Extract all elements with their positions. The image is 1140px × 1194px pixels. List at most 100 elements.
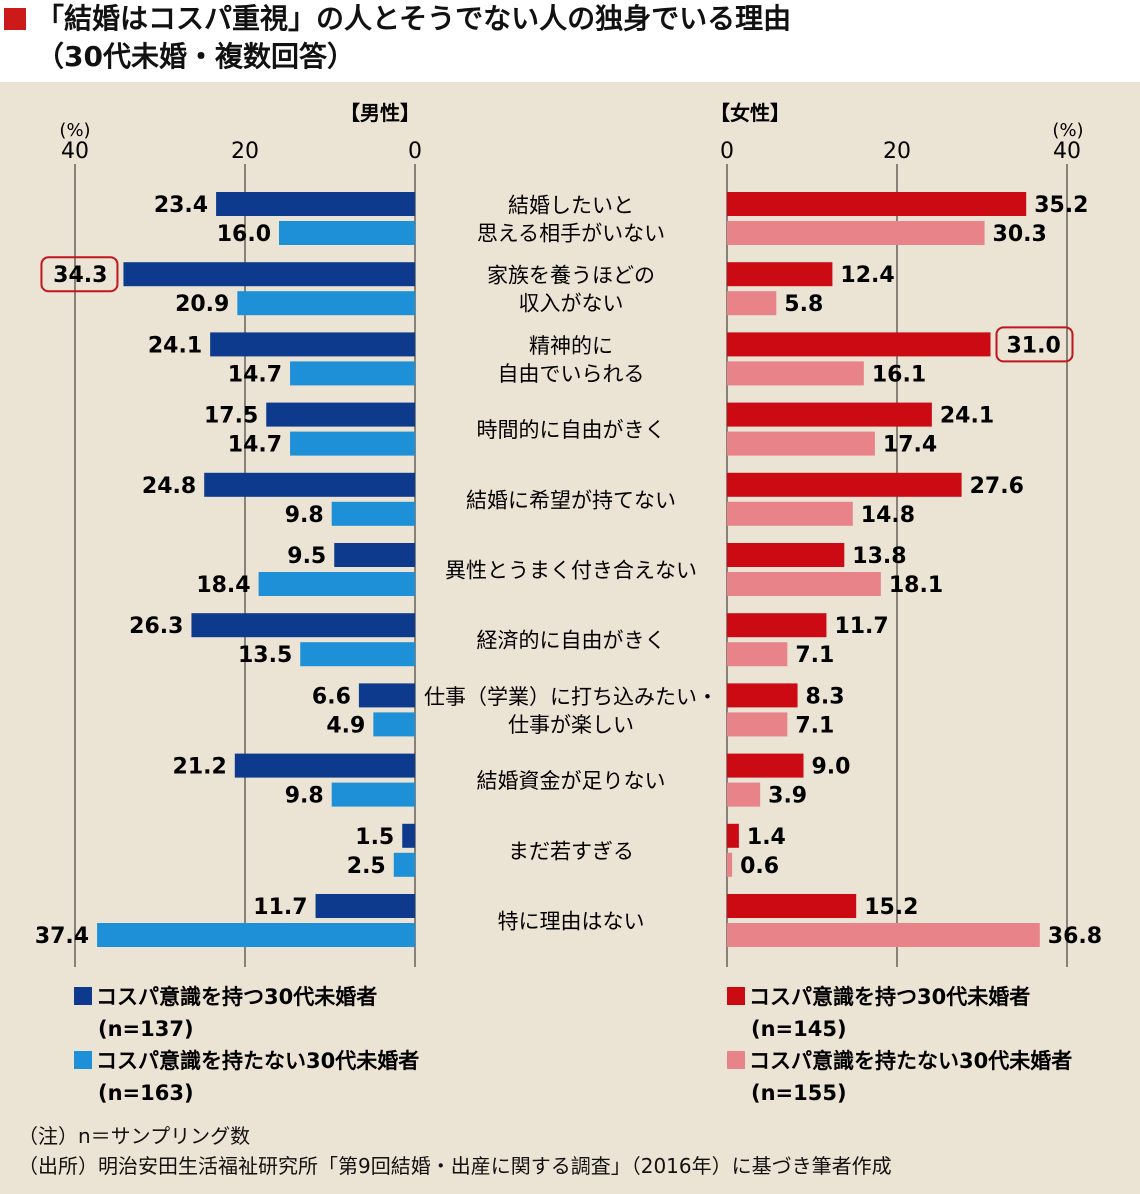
female-value-label: 27.6 [970, 474, 1024, 499]
male-value-label: 17.5 [204, 404, 258, 429]
source-text: （出所）明治安田生活福祉研究所「第9回結婚・出産に関する調査」（2016年）に基… [18, 1154, 892, 1178]
female-highlight-box [995, 326, 1074, 363]
female-bar [727, 472, 962, 497]
male-value-label: 11.7 [253, 895, 307, 920]
male-bar [334, 543, 415, 567]
female-value-label: 24.1 [940, 404, 994, 429]
male-value-label: 9.5 [287, 544, 326, 569]
female-bar [727, 221, 985, 245]
male-bar [266, 402, 415, 427]
female-bar [727, 572, 881, 596]
male-cospa-legend-label: コスパ意識を持つ30代未婚者 [96, 985, 377, 1009]
female-value-label: 17.4 [883, 433, 937, 458]
female-bar [727, 823, 739, 848]
x-tick-male: 0 [408, 139, 422, 164]
male-bar [331, 782, 415, 807]
female-bar [727, 192, 1027, 216]
female-bar [727, 291, 777, 316]
male-bar [393, 852, 415, 877]
x-tick-female: 0 [720, 139, 734, 164]
x-tick-female: 40 [1053, 139, 1081, 164]
male-value-label: 1.5 [355, 825, 394, 850]
category-label: 結婚に希望が持てない [466, 488, 676, 512]
female-value-label: 7.1 [795, 643, 834, 668]
female-value-label: 16.1 [872, 362, 926, 387]
male-value-label: 24.8 [142, 474, 196, 499]
male-bar [290, 431, 415, 456]
male-value-label: 23.4 [154, 193, 208, 218]
female-value-label: 12.4 [840, 263, 894, 288]
male-bar [290, 361, 415, 386]
male-bar [97, 923, 415, 947]
male-value-label: 9.8 [285, 784, 324, 809]
category-label: 結婚したいと [508, 194, 634, 218]
male-cospa-legend-swatch [74, 987, 92, 1005]
male-bar [315, 894, 415, 918]
female-value-label: 14.8 [861, 503, 915, 528]
female-bar [727, 613, 827, 638]
female-value-label: 18.1 [889, 573, 943, 598]
female-bar [727, 683, 798, 708]
male-value-label: 4.9 [326, 713, 365, 738]
female-bar [727, 543, 845, 567]
female-value-label: 1.4 [747, 825, 786, 850]
female-bar [727, 402, 932, 427]
female-bar [727, 262, 833, 287]
female-bar [727, 332, 991, 357]
female-value-label: 30.3 [993, 222, 1047, 247]
male-non-legend-n: (n=163) [98, 1081, 194, 1105]
female-bar [727, 712, 788, 737]
female-bar [727, 431, 875, 456]
female-cospa-legend-label: コスパ意識を持つ30代未婚者 [749, 985, 1030, 1009]
female-bar [727, 894, 857, 918]
female-value-label: 9.0 [812, 755, 851, 780]
female-bar [727, 642, 788, 667]
female-value-label: 36.8 [1048, 924, 1102, 949]
unit-label-male: (%) [59, 120, 90, 141]
male-bar [210, 332, 415, 357]
male-value-label: 9.8 [285, 503, 324, 528]
male-bar [300, 642, 415, 667]
header: 「結婚はコスパ重視」の人とそうでない人の独身でいる理由 （30代未婚・複数回答） [0, 0, 1140, 82]
female-value-label: 35.2 [1034, 193, 1088, 218]
female-value-label: 31.0 [1007, 333, 1061, 358]
chart-title-line-2: （30代未婚・複数回答） [36, 40, 355, 73]
category-label: 思える相手がいない [477, 222, 665, 246]
title-marker-icon [4, 8, 26, 30]
chart-title-line-1: 「結婚はコスパ重視」の人とそうでない人の独身でいる理由 [36, 2, 792, 35]
category-label: 収入がない [519, 292, 624, 316]
category-label: 経済的に自由がきく [477, 629, 666, 653]
female-non-legend-n: (n=155) [751, 1081, 847, 1105]
male-bar [279, 221, 415, 245]
category-label: 自由でいられる [498, 362, 645, 386]
unit-label-female: (%) [1052, 120, 1083, 141]
male-non-legend-label: コスパ意識を持たない30代未婚者 [96, 1049, 419, 1073]
female-non-legend-label: コスパ意識を持たない30代未婚者 [749, 1049, 1072, 1073]
male-value-label: 37.4 [35, 924, 89, 949]
male-value-label: 2.5 [347, 854, 386, 879]
male-bar [216, 192, 415, 216]
male-value-label: 18.4 [196, 573, 250, 598]
panel-label-female: 【女性】 [710, 101, 790, 125]
note-text: （注）n＝サンプリング数 [18, 1124, 251, 1148]
male-non-legend-swatch [74, 1051, 92, 1069]
category-label: 異性とうまく付き合えない [445, 559, 697, 583]
category-label: 時間的に自由がきく [477, 418, 666, 442]
male-bar [373, 712, 415, 737]
category-label: 仕事が楽しい [508, 713, 634, 737]
male-bar [258, 572, 415, 596]
panel-label-male: 【男性】 [340, 101, 420, 125]
female-non-legend-swatch [727, 1051, 745, 1069]
x-tick-male: 40 [61, 139, 89, 164]
x-tick-male: 20 [231, 139, 259, 164]
category-label: 結婚資金が足りない [477, 769, 666, 793]
female-bar [727, 361, 864, 386]
butterfly-bar-chart: (%) (%) 【男性】 【女性】 40 20 0 0 20 40 23.4 16.0 35.2 30.3… [35, 101, 1102, 1105]
female-cospa-legend-swatch [727, 987, 745, 1005]
male-bar [402, 823, 415, 848]
male-value-label: 13.5 [238, 643, 292, 668]
female-value-label: 13.8 [852, 544, 906, 569]
female-value-label: 5.8 [784, 292, 823, 317]
male-bar [358, 683, 415, 708]
male-value-label: 26.3 [129, 614, 183, 639]
